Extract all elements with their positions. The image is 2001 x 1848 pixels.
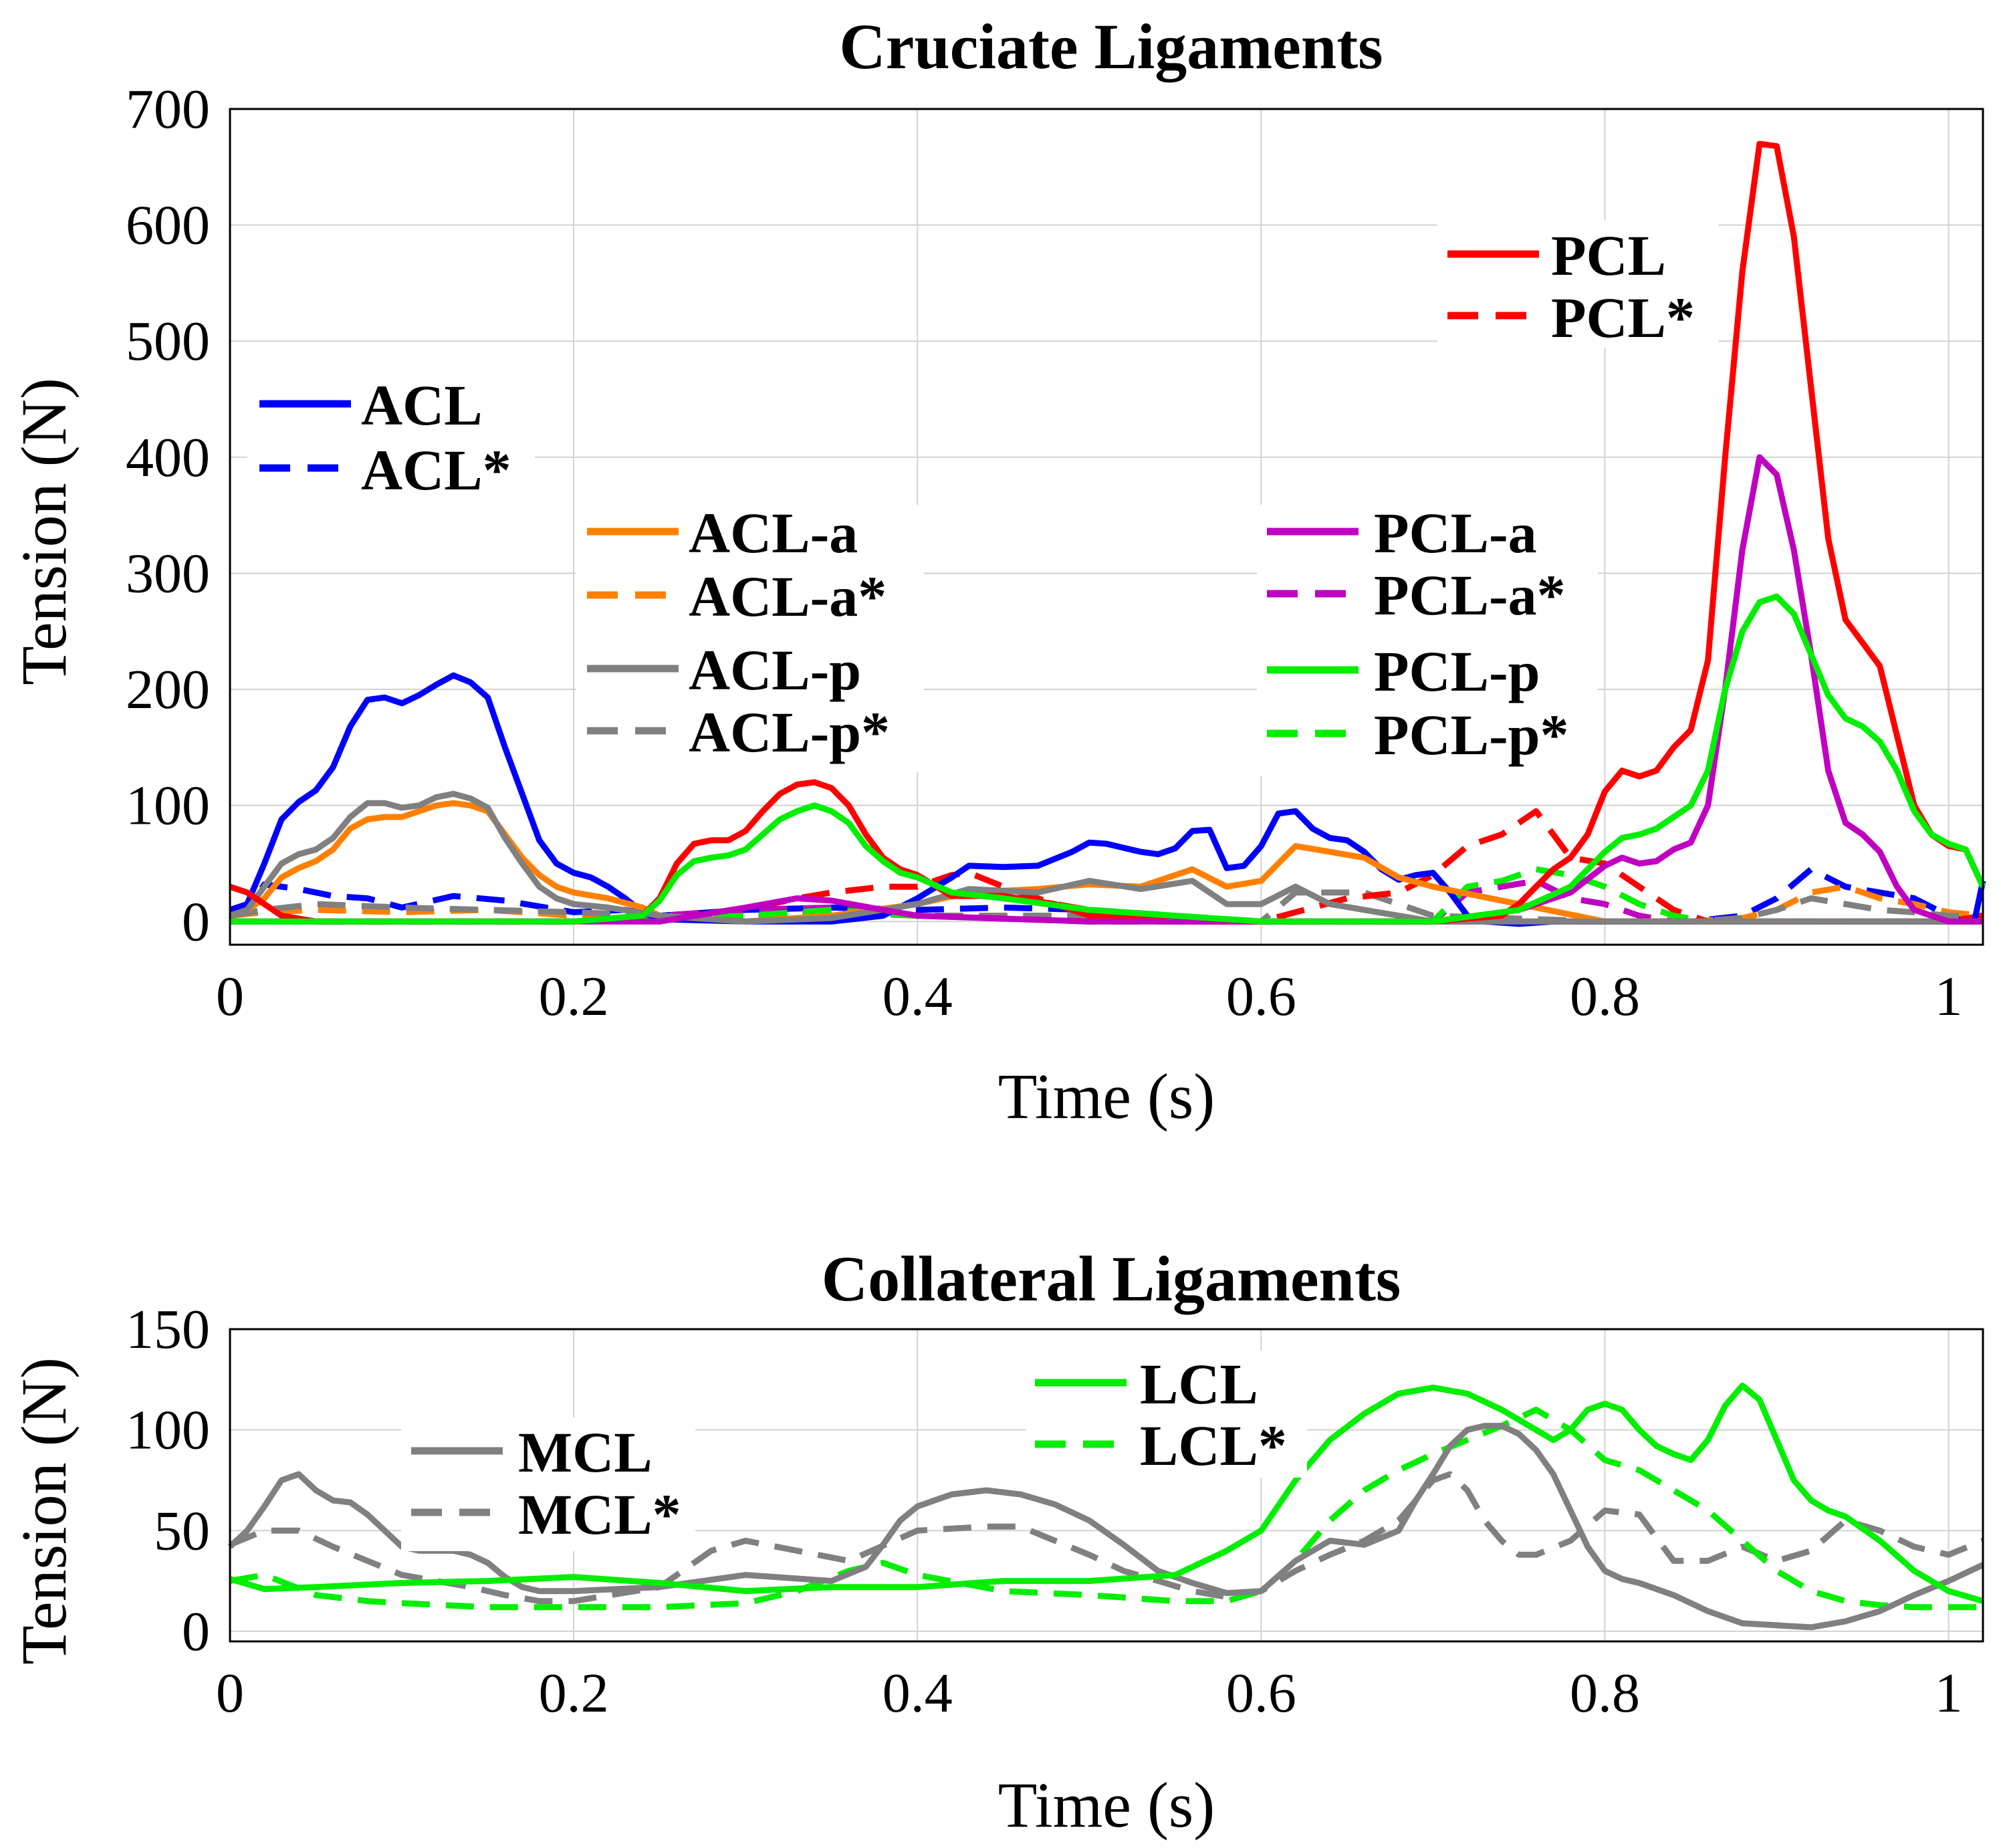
series-line-acl-star	[229, 866, 1984, 925]
x-tick-label: 0.6	[1226, 965, 1296, 1028]
x-tick-label: 0	[216, 965, 244, 1028]
legend-acl: ACL ACL*	[247, 371, 535, 502]
plot-frame	[229, 1328, 1984, 1643]
y-tick-labels: 0 100 200 300 400 500 600 700	[126, 78, 210, 953]
y-axis-label: Tension (N)	[8, 378, 80, 685]
x-tick-label: 1	[1935, 1662, 1963, 1724]
legend-label-pcl-a: PCL-a	[1374, 501, 1537, 565]
series-line-pcl-a-star	[230, 878, 1983, 925]
legend-label-lcl-star: LCL*	[1140, 1413, 1287, 1478]
x-tick-labels: 0 0.2 0.4 0.6 0.8 1	[216, 1662, 1963, 1724]
legend-label-pcl-p-star: PCL-p*	[1374, 703, 1568, 767]
x-tick-label: 1	[1935, 965, 1963, 1028]
chart-collateral: Collateral Ligaments 0 0.2 0.4 0.6 0.8 1 0 50 1…	[8, 1243, 1984, 1841]
y-tick-label: 100	[126, 775, 210, 837]
y-tick-label: 700	[126, 78, 210, 140]
legend-label-pcl-star: PCL*	[1551, 285, 1695, 350]
series-line-lcl-star	[229, 1407, 1983, 1611]
chart-cruciate: Cruciate Ligaments 0 0.2 0.4 0.6 0.8 1 0 100 20…	[8, 11, 1986, 1132]
x-tick-label: 0.8	[1570, 965, 1640, 1028]
legend-box	[1437, 221, 1718, 348]
x-tick-label: 0.4	[882, 1662, 953, 1724]
y-tick-label: 500	[126, 310, 210, 372]
series-line-lcl	[229, 1382, 1984, 1605]
legend-label-pcl-a-star: PCL-a*	[1374, 563, 1566, 627]
y-axis-label: Tension (N)	[8, 1357, 80, 1665]
legend-pcl: PCL PCL*	[1437, 221, 1718, 350]
legend-box	[576, 505, 924, 772]
legend-box	[247, 371, 535, 501]
x-axis-label: Time (s)	[998, 1769, 1215, 1841]
y-tick-label: 150	[126, 1298, 210, 1361]
series-line-pcl-a	[230, 454, 1983, 925]
series-line-acl-p	[229, 790, 1983, 925]
legend-pcl-sub: PCL-a PCL-a* PCL-p PCL-p*	[1257, 501, 1598, 776]
x-tick-label: 0.2	[539, 1662, 609, 1724]
series-line-pcl-p	[230, 593, 1986, 925]
legend-label-acl-a: ACL-a	[689, 501, 858, 565]
y-tick-label: 100	[126, 1399, 210, 1462]
legend-lcl: LCL LCL*	[1026, 1351, 1307, 1478]
legend-label-lcl: LCL	[1140, 1352, 1258, 1416]
x-axis-label: Time (s)	[998, 1060, 1215, 1132]
legend-label-acl-a-star: ACL-a*	[689, 564, 887, 628]
legend-label-acl: ACL	[361, 373, 483, 437]
legend-label-acl-star: ACL*	[361, 438, 511, 502]
series-line-acl	[229, 672, 1986, 927]
series-group	[229, 140, 1986, 927]
x-tick-label: 0.8	[1570, 1662, 1640, 1724]
y-tick-label: 300	[126, 542, 210, 604]
legend-box	[1257, 505, 1598, 776]
chart-title: Collateral Ligaments	[822, 1243, 1401, 1314]
legend-label-acl-p: ACL-p	[689, 638, 861, 702]
legend-box	[401, 1417, 695, 1551]
chart-title: Cruciate Ligaments	[839, 11, 1383, 82]
series-line-pcl-star	[230, 808, 1984, 925]
legend-label-acl-p-star: ACL-p*	[689, 700, 890, 764]
y-tick-label: 50	[154, 1500, 210, 1562]
legend-label-pcl-p: PCL-p	[1374, 639, 1540, 703]
x-tick-label: 0	[216, 1662, 244, 1724]
legend-label-mcl-star: MCL*	[518, 1482, 681, 1546]
x-tick-label: 0.6	[1226, 1662, 1296, 1724]
y-tick-label: 400	[126, 427, 210, 489]
legend-label-mcl: MCL	[518, 1420, 653, 1484]
legend-label-pcl: PCL	[1551, 223, 1666, 287]
plot-frame	[229, 108, 1984, 946]
x-tick-label: 0.4	[882, 965, 953, 1028]
y-tick-label: 0	[182, 1601, 210, 1663]
y-tick-label: 200	[126, 659, 210, 721]
legend-mcl: MCL MCL*	[401, 1417, 695, 1551]
y-tick-label: 600	[126, 195, 210, 257]
x-tick-labels: 0 0.2 0.4 0.6 0.8 1	[216, 965, 1963, 1028]
y-tick-label: 0	[182, 891, 210, 953]
y-tick-labels: 0 50 100 150	[126, 1298, 210, 1663]
series-line-acl-a	[229, 800, 1983, 925]
legend-box	[1026, 1351, 1307, 1478]
legend-acl-sub: ACL-a ACL-a* ACL-p ACL-p*	[576, 501, 924, 772]
x-tick-label: 0.2	[539, 965, 609, 1028]
